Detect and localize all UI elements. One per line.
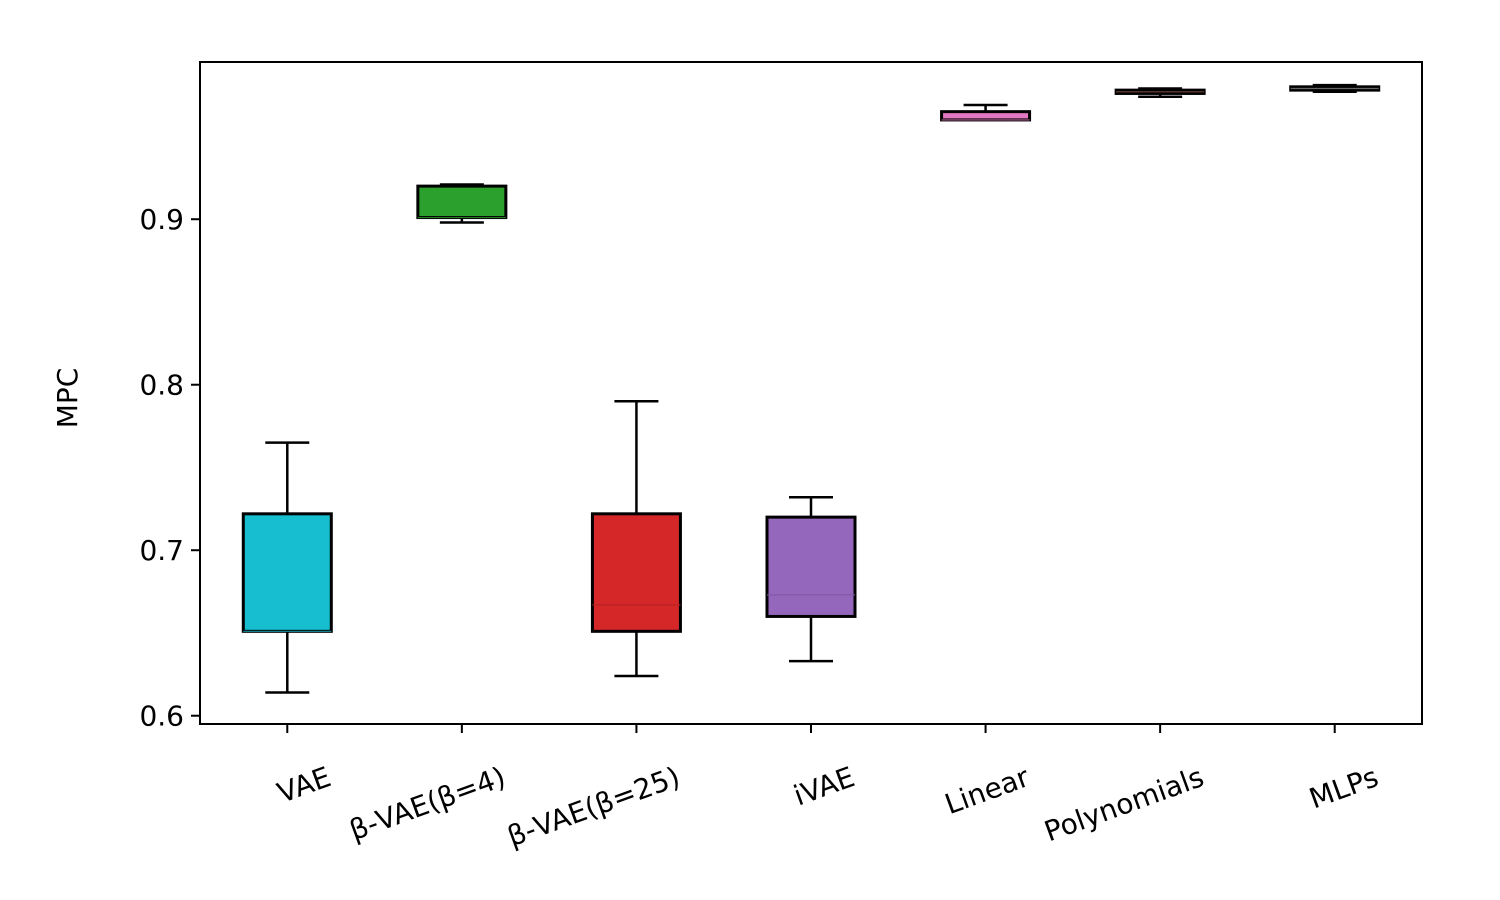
box-body	[416, 184, 508, 220]
box-3	[765, 496, 857, 663]
y-tick-label: 0.7	[139, 534, 184, 567]
y-tick-label: 0.8	[139, 369, 184, 402]
box-6	[1289, 83, 1381, 94]
box-2	[590, 400, 682, 678]
box-body	[940, 110, 1032, 122]
boxes-layer	[241, 83, 1381, 694]
box-0	[241, 441, 333, 694]
box-5	[1114, 87, 1206, 99]
x-tick-label: Linear	[940, 760, 1034, 821]
box-body	[241, 512, 333, 633]
box-4	[940, 103, 1032, 122]
x-axis: VAE β-VAE(β=4)β-VAE(β=25) iVAE Linear Polyno…	[273, 724, 1383, 853]
x-tick-label: VAE	[273, 760, 335, 810]
y-axis-label: MPC	[51, 368, 84, 429]
y-tick-label: 0.9	[139, 203, 184, 236]
box-body	[765, 515, 857, 618]
y-tick-label: 0.6	[139, 700, 184, 733]
box-1	[416, 183, 508, 224]
x-tick-label: Polynomials	[1040, 760, 1208, 848]
y-axis: 0.6 0.7 0.8 0.9	[139, 203, 200, 733]
x-tick-label: iVAE	[789, 760, 859, 812]
box-body	[590, 512, 682, 633]
x-tick-label: β-VAE(β=4)	[345, 760, 510, 847]
x-tick-label: MLPs	[1305, 760, 1383, 815]
x-tick-label: β-VAE(β=25)	[503, 760, 684, 853]
